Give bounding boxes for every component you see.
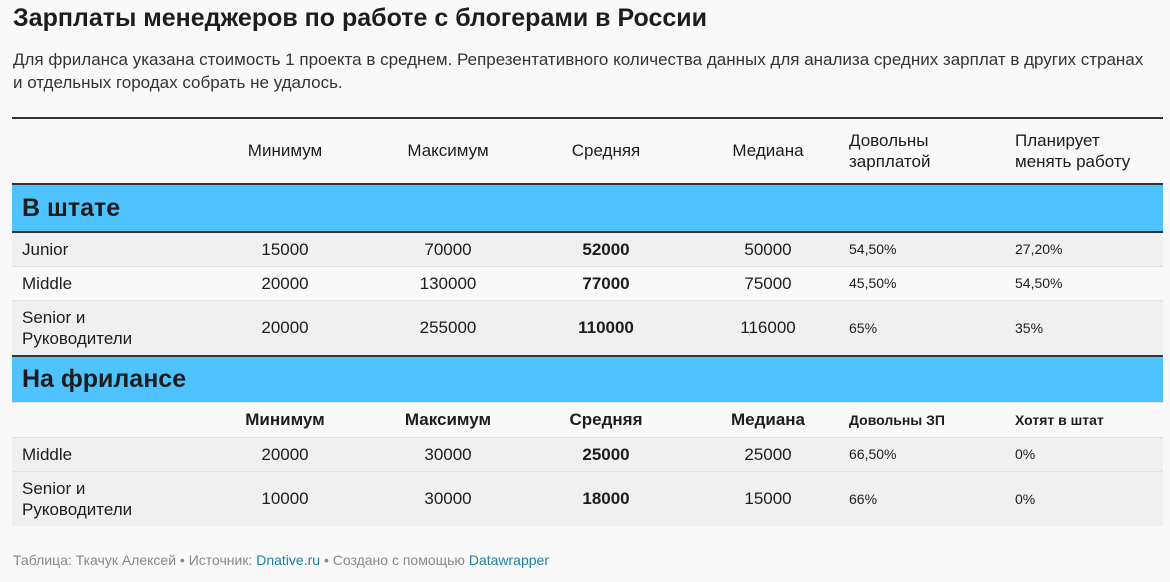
datawrapper-link[interactable]: Datawrapper [468, 552, 549, 568]
table-row: Middle 20000 30000 25000 25000 66,50% 0% [12, 438, 1163, 472]
table-header-row: Минимум Максимум Средняя Медиана Довольн… [12, 119, 1163, 185]
header-avg: Средняя [571, 141, 641, 160]
row-want-staff: 0% [1015, 446, 1036, 462]
section-staff-label: В штате [22, 193, 121, 222]
row-min: 20000 [261, 273, 309, 293]
section-freelance: На фрилансе [12, 357, 1163, 403]
row-min: 10000 [261, 489, 309, 508]
freelance-header-want-staff: Хотят в штат [1015, 411, 1104, 428]
row-max: 70000 [424, 239, 472, 259]
row-level: Senior и Руководители [22, 479, 133, 519]
table-footer: Таблица: Ткачук Алексей • Источник: Dnat… [13, 552, 549, 568]
row-avg: 18000 [582, 489, 630, 508]
row-satisfied: 65% [849, 319, 878, 336]
row-median: 116000 [740, 318, 796, 337]
row-want-staff: 0% [1015, 490, 1036, 507]
row-satisfied: 66,50% [849, 446, 897, 462]
row-plan-change: 27,20% [1015, 241, 1063, 257]
row-median: 25000 [744, 444, 792, 464]
row-level: Senior и Руководители [22, 308, 133, 348]
freelance-header-avg: Средняя [569, 410, 643, 429]
top-rule [12, 117, 1163, 119]
freelance-header-satisfied: Довольны ЗП [849, 411, 945, 428]
footer-middle: • Создано с помощью [320, 552, 469, 568]
row-avg: 52000 [582, 239, 630, 259]
row-plan-change: 54,50% [1015, 275, 1063, 291]
section-staff: В штате [12, 185, 1163, 233]
row-median: 15000 [744, 489, 792, 508]
row-avg: 110000 [578, 318, 634, 337]
row-max: 30000 [424, 444, 472, 464]
row-max: 30000 [424, 489, 472, 508]
header-median: Медиана [732, 141, 804, 160]
row-min: 20000 [261, 444, 309, 464]
table-row: Senior и Руководители 10000 30000 18000 … [12, 472, 1163, 526]
page-title: Зарплаты менеджеров по работе с блогерам… [13, 4, 708, 32]
row-satisfied: 66% [849, 490, 878, 507]
row-level: Junior [22, 240, 69, 259]
freelance-header-median: Медиана [730, 410, 806, 429]
row-median: 75000 [744, 273, 792, 293]
section-freelance-label: На фрилансе [22, 365, 187, 393]
header-max: Максимум [407, 141, 489, 160]
header-plan-change: Планирует менять работу [1015, 131, 1131, 171]
header-min: Минимум [247, 141, 323, 160]
salary-table: Минимум Максимум Средняя Медиана Довольн… [12, 117, 1163, 526]
row-satisfied: 54,50% [849, 241, 897, 257]
table-row: Junior 15000 70000 52000 50000 54,50% 27… [12, 233, 1163, 267]
row-max: 255000 [419, 318, 477, 337]
row-min: 20000 [261, 318, 309, 337]
freelance-header-row: Минимум Максимум Средняя Медиана Довольн… [12, 403, 1163, 438]
page-subtitle: Для фриланса указана стоимость 1 проекта… [13, 50, 1144, 92]
row-max: 130000 [419, 273, 477, 293]
freelance-header-min: Минимум [245, 410, 325, 429]
row-level: Middle [22, 445, 73, 464]
table-row: Middle 20000 130000 77000 75000 45,50% 5… [12, 267, 1163, 301]
footer-prefix: Таблица: Ткачук Алексей • Источник: [13, 552, 257, 568]
row-min: 15000 [261, 239, 309, 259]
table-row: Senior и Руководители 20000 255000 11000… [12, 301, 1163, 357]
row-median: 50000 [744, 239, 792, 259]
row-satisfied: 45,50% [849, 275, 897, 291]
row-level: Middle [22, 274, 73, 293]
row-avg: 77000 [582, 273, 630, 293]
row-plan-change: 35% [1015, 319, 1044, 336]
header-satisfied: Довольны зарплатой [849, 131, 931, 171]
freelance-header-max: Максимум [404, 410, 492, 429]
row-avg: 25000 [582, 444, 630, 464]
source-link[interactable]: Dnative.ru [256, 552, 321, 568]
